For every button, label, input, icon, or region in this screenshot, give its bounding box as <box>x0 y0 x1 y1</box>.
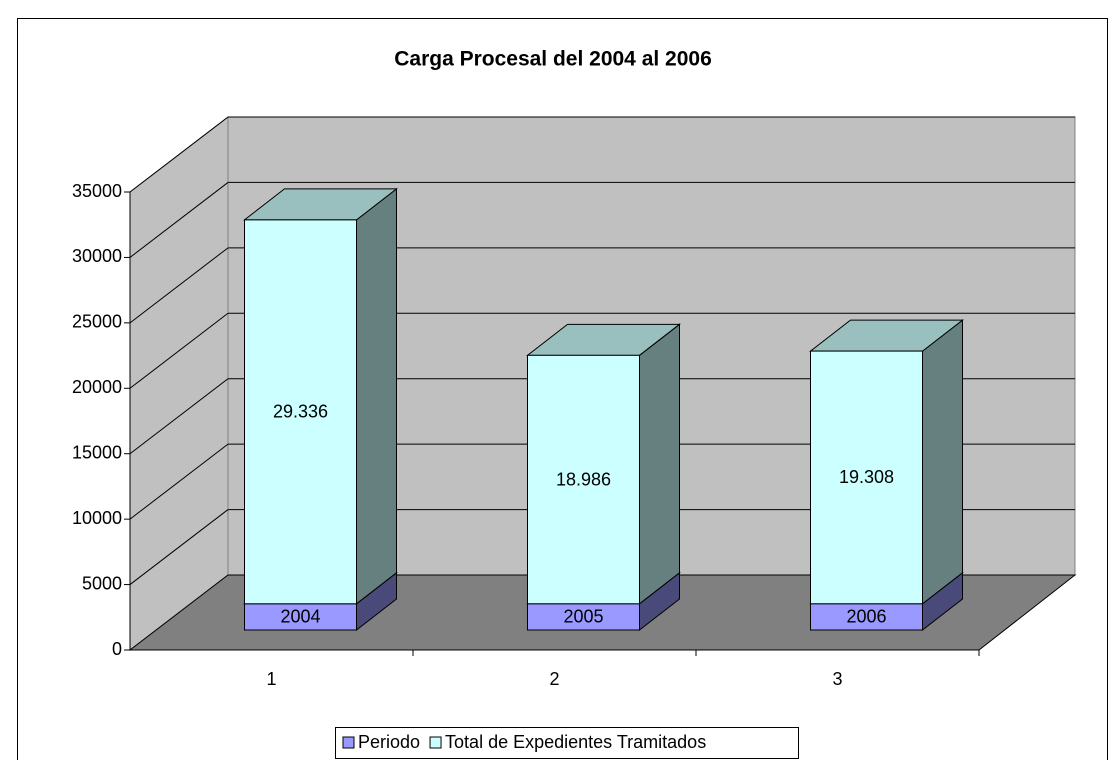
chart-border <box>17 18 1108 760</box>
grid-line <box>129 509 229 585</box>
y-tick-label: 5000 <box>82 573 122 593</box>
y-tick-label: 35000 <box>72 181 122 201</box>
grid-line <box>129 312 229 389</box>
legend-label: Periodo <box>358 732 420 752</box>
bar-side <box>639 323 680 605</box>
data-label: 18.986 <box>556 469 611 489</box>
grid-line <box>129 443 229 520</box>
legend-swatch <box>429 736 442 749</box>
grid-line <box>129 116 229 193</box>
side-wall <box>129 115 229 652</box>
bar <box>244 219 357 605</box>
data-label: 2005 <box>563 607 603 627</box>
chart-title: Carga Procesal del 2004 al 2006 <box>394 48 712 71</box>
bar <box>810 603 923 631</box>
grid-line <box>129 378 229 455</box>
bar-side <box>922 319 963 605</box>
legend <box>335 727 799 759</box>
y-tick-label: 10000 <box>72 508 122 528</box>
y-tick-label: 0 <box>112 639 122 659</box>
x-tick-label: 1 <box>266 669 276 689</box>
data-label: 2006 <box>846 607 886 627</box>
grid-line <box>129 182 229 258</box>
data-label: 2004 <box>280 607 320 627</box>
bar <box>527 354 640 605</box>
legend-swatch <box>342 736 355 749</box>
bar <box>527 603 640 631</box>
bar-side <box>356 187 397 605</box>
x-tick-label: 2 <box>549 669 559 689</box>
bar <box>810 350 923 605</box>
grid-line <box>129 247 229 324</box>
y-tick-label: 25000 <box>72 312 122 332</box>
data-label: 19.308 <box>839 467 894 487</box>
data-label: 29.336 <box>273 402 328 422</box>
y-tick-label: 30000 <box>72 246 122 266</box>
y-tick-label: 20000 <box>72 377 122 397</box>
y-tick-label: 15000 <box>72 442 122 462</box>
x-tick-label: 3 <box>832 669 842 689</box>
legend-label: Total de Expedientes Tramitados <box>445 732 706 752</box>
